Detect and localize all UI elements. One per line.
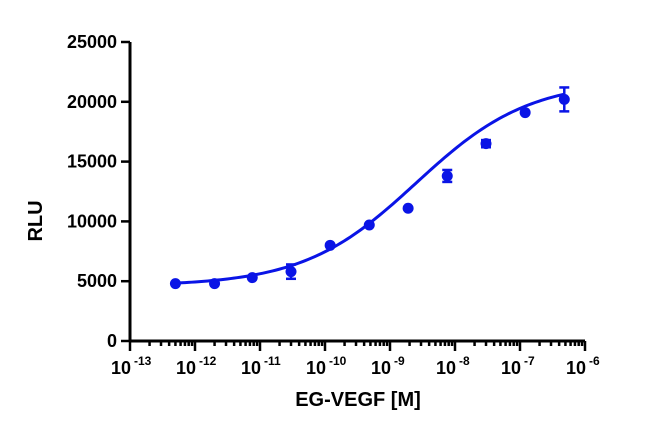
x-tick-label: 10 (436, 358, 456, 378)
x-tick-label: 10 (111, 358, 131, 378)
x-tick-base: 10 (371, 358, 391, 378)
x-tick-base: 10 (306, 358, 326, 378)
x-tick-exponent: -12 (199, 354, 217, 368)
x-axis-title: EG-VEGF [M] (295, 389, 421, 411)
fit-curve-group (175, 92, 565, 285)
x-tick-base: 10 (176, 358, 196, 378)
axes (128, 42, 585, 343)
x-tick-exponent: -6 (589, 354, 600, 368)
x-tick-base: 10 (241, 358, 261, 378)
data-point (169, 278, 181, 290)
x-tick-base: 10 (566, 358, 586, 378)
y-tick-label: 15000 (67, 152, 117, 172)
x-tick-exponent: -9 (394, 354, 405, 368)
x-tick-label: 10 (241, 358, 261, 378)
data-point (558, 93, 570, 105)
data-point (285, 266, 297, 278)
data-point (402, 202, 414, 214)
x-tick-base: 10 (436, 358, 456, 378)
data-point (246, 272, 258, 284)
data-point (519, 107, 531, 119)
y-axis-title: RLU (25, 200, 47, 241)
x-tick-label: 10 (566, 358, 586, 378)
fit-curve (175, 92, 565, 285)
y-ticks: 0 5000 10000 15000 20000 25000 (67, 32, 130, 351)
data-point (441, 170, 453, 182)
y-tick-label: 0 (107, 331, 117, 351)
x-tick-exponent: -8 (459, 354, 470, 368)
data-point (480, 138, 492, 150)
y-tick-label: 5000 (77, 271, 117, 291)
x-tick-exponent: -13 (134, 354, 152, 368)
y-tick-label: 25000 (67, 32, 117, 52)
x-tick-label: 10 (501, 358, 521, 378)
x-tick-base: 10 (501, 358, 521, 378)
data-point (363, 219, 375, 231)
x-tick-base: 10 (111, 358, 131, 378)
data-points (169, 86, 570, 290)
x-tick-label: 10 (176, 358, 196, 378)
y-tick-label: 10000 (67, 211, 117, 231)
x-tick-exponent: -11 (264, 354, 281, 368)
x-tick-exponent: -7 (524, 354, 535, 368)
x-tick-label: 10 (371, 358, 391, 378)
data-point (324, 239, 336, 251)
x-tick-label: 10 (306, 358, 326, 378)
x-tick-exponent: -10 (329, 354, 347, 368)
x-ticks: 10 -13 10 -12 10 -11 10 -10 10 -9 10 -8 10 -7 10 -6 (111, 341, 600, 378)
data-point (209, 278, 221, 290)
y-tick-label: 20000 (67, 92, 117, 112)
